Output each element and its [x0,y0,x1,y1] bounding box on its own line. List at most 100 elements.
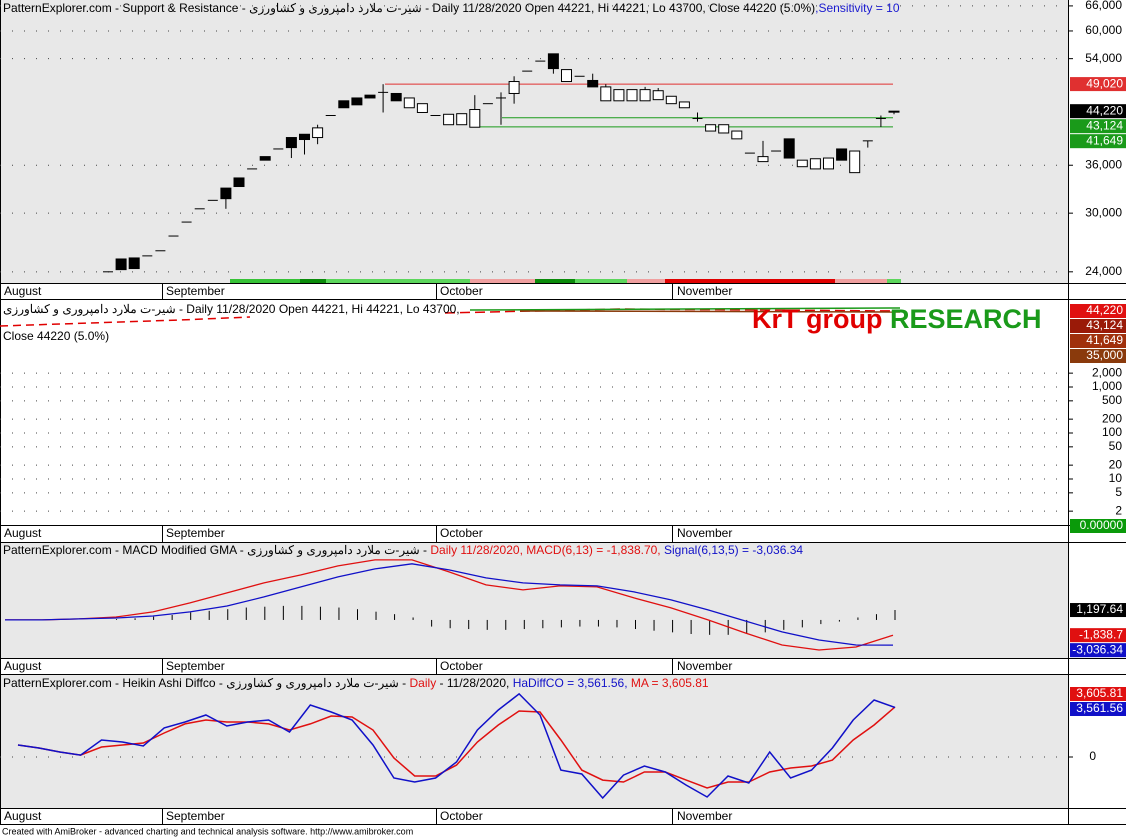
candle-body [508,81,520,94]
value-box [1070,319,1126,333]
line-series [5,563,894,646]
x-tick-label: October [440,809,483,823]
candle-body [652,90,664,101]
value-label: 44,220 [1086,303,1123,317]
x-tick-label: October [440,284,483,298]
value-label: 3,605.81 [1076,686,1123,700]
chart-title: PatternExplorer.com - MACD Modified GMA … [3,543,803,557]
indicator-traces [0,307,901,327]
y-tick-label: 66,000 [1085,0,1122,12]
y-tick-label: 20 [1109,457,1123,471]
x-tick-label: November [677,284,732,298]
value-box [1070,643,1126,658]
candle-body [390,92,402,102]
watermark-space [882,304,890,334]
pane-bg [0,543,1068,658]
y-tick-label: 100 [1102,425,1122,439]
candle-body [403,97,415,109]
value-label: -3,036.34 [1072,642,1123,656]
value-label: 49,020 [1086,76,1123,90]
candle-body [783,138,795,159]
candle-body [259,156,271,161]
value-box [1070,702,1126,716]
y-tick-label: 500 [1102,393,1122,407]
candle-body [888,110,900,113]
y-tick-label: 2,000 [1092,365,1122,379]
candle-body [469,109,481,128]
y-tick-label: 24,000 [1085,264,1122,278]
candle-body [587,79,599,88]
watermark: KrT group RESEARCH [752,304,1042,334]
candle-body [626,89,638,102]
value-box [1070,304,1126,318]
x-tick-label: August [4,809,42,823]
value-box [1070,349,1126,363]
candle-body [128,257,140,270]
title-setting: ,Sensitivity = 10 [815,1,900,15]
candle-body [364,94,376,99]
x-tick-label: November [677,526,732,540]
x-tick-label: September [166,809,225,823]
y-tick-label: 10 [1109,471,1123,485]
value-box [1070,119,1126,134]
candle-body [823,157,834,170]
candle-body [757,156,769,163]
value-label: 44,220 [1086,103,1123,117]
value-label: 41,649 [1086,333,1123,347]
y-tick-label: 36,000 [1085,157,1122,171]
candle-body [338,100,350,109]
y-tick-label: 1,000 [1092,379,1122,393]
value-label: 0.00000 [1080,518,1124,532]
pane-bg [0,0,1068,283]
trend-strip [230,279,901,284]
value-label: 1,197.64 [1076,602,1123,616]
x-tick-label: October [440,659,483,673]
candle-body [665,95,677,105]
value-box [1070,77,1126,92]
value-label: 43,124 [1086,318,1123,332]
candle-body [115,258,127,271]
y-tick-label: 60,000 [1085,23,1122,37]
candle-body [731,130,743,140]
y-tick-label: 50 [1109,439,1123,453]
x-tick-label: November [677,809,732,823]
candle-body [416,103,428,113]
candle-body [456,113,468,126]
footer: Created with AmiBroker - advanced charti… [2,826,413,836]
x-tick-label: August [4,659,42,673]
chart-title: شیر-ت ملارد دامپروری و کشاورزی - Daily 1… [3,302,460,316]
line-series [5,559,894,651]
value-box [1070,519,1126,533]
x-tick-label: August [4,284,42,298]
x-tick-label: September [166,526,225,540]
y-tick-label: 5 [1115,485,1122,499]
title-part: Daily 11/28/2020, MACD(6,13) = -1,838.70… [430,543,664,557]
candle-body [705,124,717,132]
candle-body [796,159,808,168]
candle-body [299,133,310,141]
value-label: 35,000 [1086,348,1123,362]
x-tick-label: September [166,284,225,298]
title-part: Signal(6,13,5) = -3,036.34 [664,543,803,557]
x-tick-label: November [677,659,732,673]
y-tick-label: 54,000 [1085,51,1122,65]
y-tick-label: 30,000 [1085,205,1122,219]
title-part: HaDiffCO = 3,561.56, [513,676,631,690]
chart-title: PatternExplorer.com - Heikin Ashi Diffco… [3,676,709,690]
candle-body [639,89,651,102]
value-label: 43,124 [1086,118,1123,132]
x-tick-label: September [166,659,225,673]
value-label: 3,561.56 [1076,701,1123,715]
title-text: PatternExplorer.com - Support & Resistan… [3,1,815,15]
candle-body [220,187,232,200]
candle-body [547,53,559,70]
line-series [17,692,896,800]
candle-body [849,150,861,174]
candle-body [678,101,690,109]
candle-body [351,97,363,106]
watermark-part: RESEARCH [890,304,1042,334]
value-box [1070,134,1126,149]
chart-subtitle: Close 44220 (5.0%) [3,329,109,343]
